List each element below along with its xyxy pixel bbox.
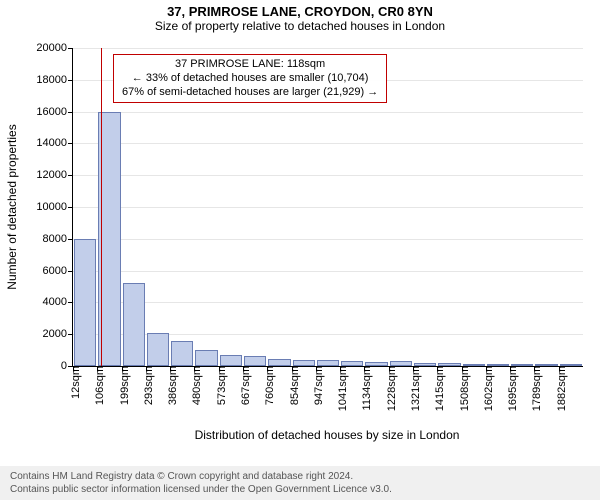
histogram-bar bbox=[123, 283, 145, 366]
xtick-label: 1321sqm bbox=[404, 366, 422, 411]
xtick-label: 293sqm bbox=[137, 366, 155, 405]
gridline bbox=[73, 207, 583, 208]
xtick-label: 199sqm bbox=[113, 366, 131, 405]
footer-attribution: Contains HM Land Registry data © Crown c… bbox=[0, 466, 600, 500]
xtick-label: 480sqm bbox=[185, 366, 203, 405]
xtick-label: 1415sqm bbox=[428, 366, 446, 411]
xtick-label: 1882sqm bbox=[550, 366, 568, 411]
page-subtitle: Size of property relative to detached ho… bbox=[0, 19, 600, 33]
xtick-label: 106sqm bbox=[88, 366, 106, 405]
xtick-label: 667sqm bbox=[234, 366, 252, 405]
ytick-label: 20000 bbox=[36, 42, 73, 54]
histogram-bar bbox=[171, 341, 193, 366]
xtick-label: 1602sqm bbox=[477, 366, 495, 411]
annotation-line: 67% of semi-detached houses are larger (… bbox=[122, 86, 378, 100]
ytick-label: 12000 bbox=[36, 169, 73, 181]
annotation-box: 37 PRIMROSE LANE: 118sqm← 33% of detache… bbox=[113, 54, 387, 103]
histogram-bar bbox=[220, 355, 242, 366]
gridline bbox=[73, 143, 583, 144]
histogram-bar bbox=[98, 112, 120, 366]
x-axis-label: Distribution of detached houses by size … bbox=[72, 428, 582, 442]
xtick-label: 386sqm bbox=[161, 366, 179, 405]
xtick-label: 12sqm bbox=[64, 366, 82, 399]
gridline bbox=[73, 175, 583, 176]
xtick-label: 573sqm bbox=[210, 366, 228, 405]
footer-line-2: Contains public sector information licen… bbox=[10, 483, 590, 496]
histogram-bar bbox=[244, 356, 266, 366]
xtick-label: 1695sqm bbox=[501, 366, 519, 411]
histogram-bar bbox=[74, 239, 96, 366]
gridline bbox=[73, 112, 583, 113]
xtick-label: 1789sqm bbox=[525, 366, 543, 411]
xtick-label: 1134sqm bbox=[355, 366, 373, 410]
xtick-label: 1228sqm bbox=[380, 366, 398, 411]
xtick-label: 1508sqm bbox=[453, 366, 471, 411]
ytick-label: 18000 bbox=[36, 74, 73, 86]
annotation-line: ← 33% of detached houses are smaller (10… bbox=[122, 72, 378, 86]
gridline bbox=[73, 239, 583, 240]
gridline bbox=[73, 302, 583, 303]
page-title: 37, PRIMROSE LANE, CROYDON, CR0 8YN bbox=[0, 0, 600, 19]
xtick-label: 760sqm bbox=[258, 366, 276, 405]
footer-line-1: Contains HM Land Registry data © Crown c… bbox=[10, 470, 590, 483]
ytick-label: 2000 bbox=[43, 328, 73, 340]
ytick-label: 4000 bbox=[43, 296, 73, 308]
ytick-label: 10000 bbox=[36, 201, 73, 213]
ytick-label: 8000 bbox=[43, 233, 73, 245]
annotation-line: 37 PRIMROSE LANE: 118sqm bbox=[122, 58, 378, 72]
xtick-label: 854sqm bbox=[283, 366, 301, 405]
ytick-label: 6000 bbox=[43, 265, 73, 277]
histogram-bar bbox=[147, 333, 169, 366]
histogram-bar bbox=[268, 359, 290, 366]
ytick-label: 14000 bbox=[36, 137, 73, 149]
histogram-bar bbox=[195, 350, 217, 366]
ytick-label: 16000 bbox=[36, 106, 73, 118]
histogram-chart: 0200040006000800010000120001400016000180… bbox=[72, 48, 583, 367]
xtick-label: 1041sqm bbox=[331, 366, 349, 411]
y-axis-label: Number of detached properties bbox=[5, 124, 19, 289]
marker-line bbox=[101, 48, 102, 366]
gridline bbox=[73, 271, 583, 272]
gridline bbox=[73, 48, 583, 49]
xtick-label: 947sqm bbox=[307, 366, 325, 405]
